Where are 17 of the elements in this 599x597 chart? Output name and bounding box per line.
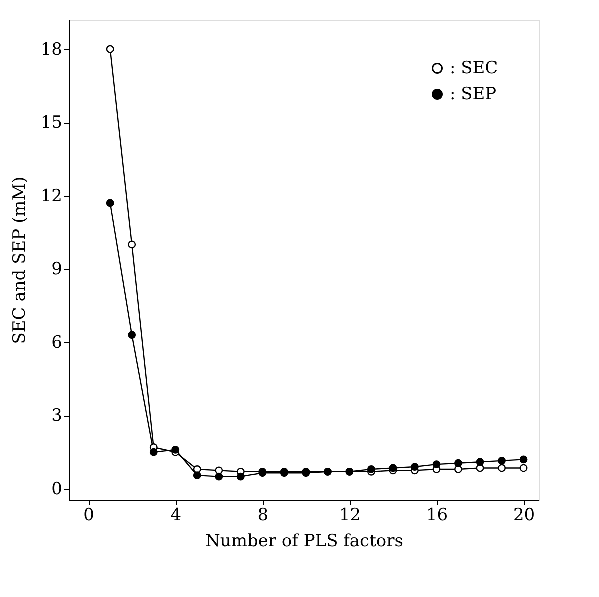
y-tick-label: 18 <box>40 40 62 60</box>
y-axis-title: SEC and SEP (mM) <box>10 176 30 344</box>
x-axis-title: Number of PLS factors <box>206 532 404 552</box>
y-tick-label: 15 <box>40 113 62 134</box>
x-tick-label: 20 <box>513 506 536 526</box>
x-tick-label: 12 <box>339 506 362 526</box>
y-tick-label: 3 <box>52 406 62 426</box>
y-tick-label: 0 <box>52 480 62 500</box>
x-tick-label: 0 <box>84 506 94 526</box>
x-tick-label: 8 <box>258 506 269 526</box>
x-tick-label: 4 <box>170 506 182 526</box>
x-tick-label: 16 <box>426 506 448 526</box>
y-tick-label: 6 <box>52 332 62 353</box>
legend-label: : SEC <box>450 58 498 78</box>
y-tick-label: 12 <box>40 186 62 206</box>
y-tick-label: 9 <box>52 260 62 280</box>
legend-label: : SEP <box>450 84 497 104</box>
